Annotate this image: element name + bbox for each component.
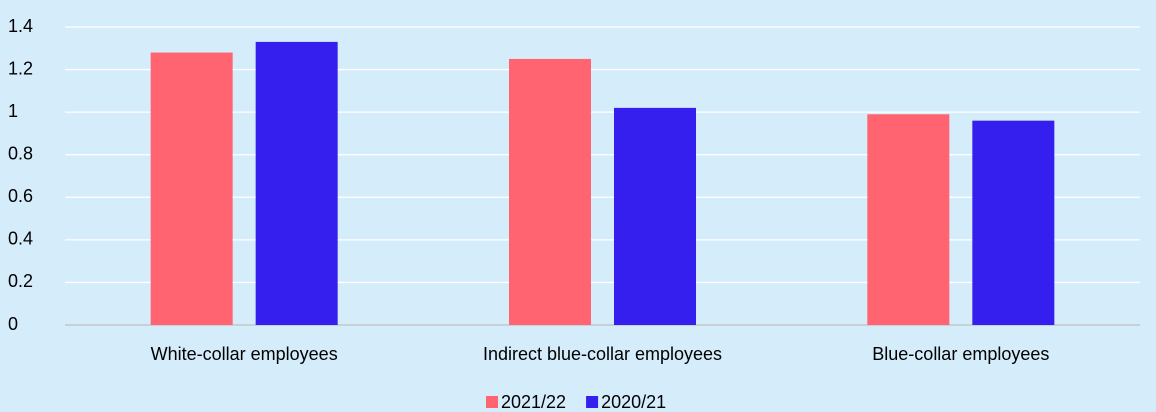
x-tick-label: Blue-collar employees <box>872 344 1049 364</box>
bar <box>509 58 591 326</box>
x-tick-label: Indirect blue-collar employees <box>483 344 722 364</box>
legend-swatch <box>586 396 599 408</box>
x-tick-label: White-collar employees <box>151 344 338 364</box>
bar <box>972 120 1055 326</box>
bar <box>867 114 950 326</box>
bar <box>614 107 696 325</box>
legend-label: 2021/22 <box>501 392 566 412</box>
legend-swatch <box>486 396 498 408</box>
y-tick-label: 0.6 <box>8 186 33 206</box>
y-tick-label: 0.2 <box>8 271 33 291</box>
bar <box>255 41 338 326</box>
y-tick-label: 0 <box>8 314 18 334</box>
y-tick-label: 1.2 <box>8 58 33 78</box>
legend-label: 2020/21 <box>601 392 666 412</box>
y-tick-label: 1.4 <box>8 16 33 36</box>
y-tick-label: 0.8 <box>8 143 33 163</box>
bar <box>150 52 233 326</box>
y-tick-label: 1 <box>8 101 18 121</box>
y-tick-label: 0.4 <box>8 229 33 249</box>
